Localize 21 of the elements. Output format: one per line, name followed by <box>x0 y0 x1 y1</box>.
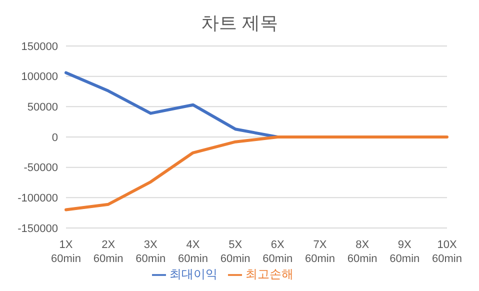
x-tick-label: 4X 60min <box>178 239 208 265</box>
line-series <box>64 136 448 212</box>
x-tick-label: 3X 60min <box>136 239 166 265</box>
chart-title: 차트 제목 <box>200 12 279 35</box>
y-tick-label: 150000 <box>21 40 58 53</box>
legend-label: 최고손해 <box>246 267 294 281</box>
x-tick-label: 1X 60min <box>51 239 81 265</box>
x-tick-label: 6X 60min <box>262 239 293 265</box>
legend-label: 최대이익 <box>170 267 218 281</box>
x-tick-label: 8X 60min <box>347 239 378 265</box>
x-tick-label: 2X 60min <box>93 239 124 265</box>
y-tick-label: -100000 <box>18 192 58 205</box>
x-tick-label: 10X 60min <box>432 239 462 265</box>
y-tick-label: -50000 <box>24 162 58 174</box>
y-tick-label: 100000 <box>21 71 58 84</box>
y-tick-label: -150000 <box>18 222 58 235</box>
x-tick-label: 5X 60min <box>220 239 250 265</box>
y-tick-label: 50000 <box>27 102 58 114</box>
x-tick-label: 9X 60min <box>390 239 420 265</box>
x-tick-label: 7X 60min <box>305 239 335 265</box>
y-tick-label: 0 <box>52 132 58 144</box>
